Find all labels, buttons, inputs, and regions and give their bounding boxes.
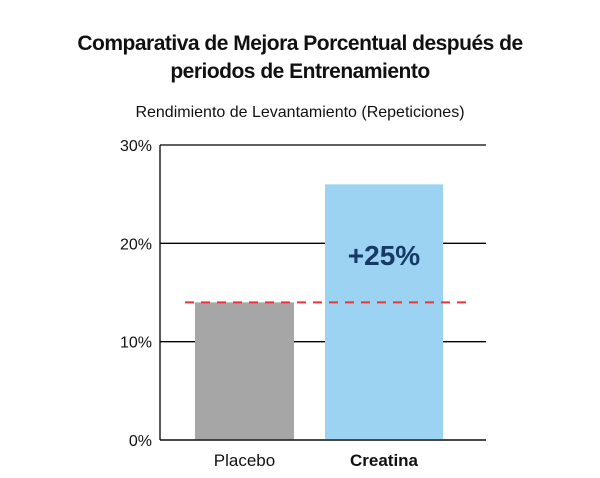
bar-placebo: [195, 302, 294, 440]
chart-title-line-1: Comparativa de Mejora Porcentual después…: [77, 32, 523, 55]
y-tick-label: 20%: [120, 236, 152, 253]
x-tick-label: Creatina: [350, 451, 419, 470]
chart-title-line-2: periodos de Entrenamiento: [170, 60, 430, 83]
bar-creatina: [325, 184, 443, 440]
bar-annotation: +25%: [348, 240, 420, 271]
y-tick-label: 0%: [129, 433, 152, 450]
chart-subtitle: Rendimiento de Levantamiento (Repeticion…: [135, 104, 465, 121]
x-tick-label: Placebo: [214, 451, 275, 470]
y-tick-label: 30%: [120, 138, 152, 155]
y-tick-label: 10%: [120, 335, 152, 352]
chart-title: Comparativa de Mejora Porcentual después…: [0, 30, 600, 86]
